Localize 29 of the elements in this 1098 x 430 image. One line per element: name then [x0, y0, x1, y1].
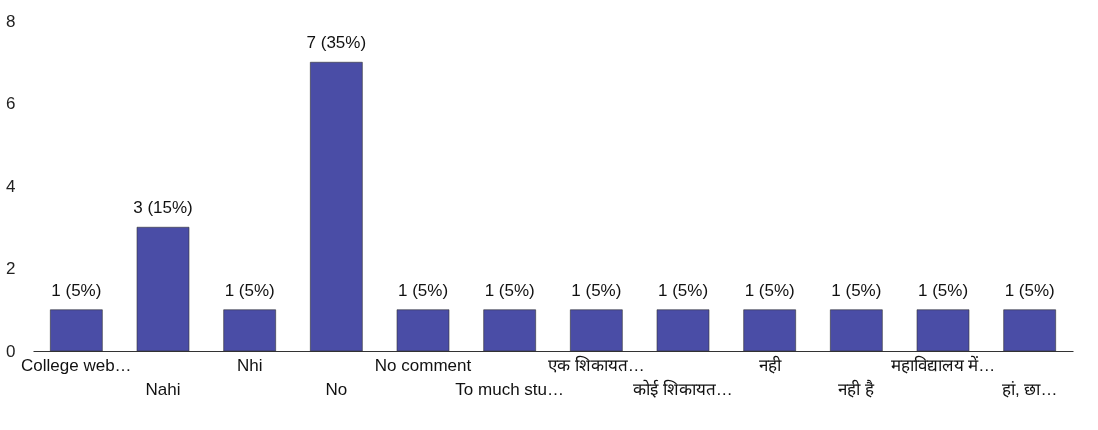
data-label: 1 (5%) — [744, 280, 795, 300]
data-label: 1 (5%) — [397, 280, 449, 300]
x-tick-label: Nahi — [145, 379, 181, 399]
y-tick-label: 2 — [6, 259, 16, 278]
y-tick-label: 8 — [6, 11, 16, 31]
data-label: 1 (5%) — [831, 280, 882, 300]
x-tick-label: No comment — [374, 355, 472, 375]
data-label: 1 (5%) — [51, 280, 102, 300]
x-tick-label: College web… — [21, 355, 132, 375]
x-tick-label: नही है — [838, 378, 876, 399]
x-tick-label: To much stu… — [455, 379, 564, 399]
data-label: 1 (5%) — [917, 280, 969, 300]
y-tick-label: 6 — [6, 94, 16, 113]
data-label: 1 (5%) — [484, 280, 535, 300]
x-tick-label: No — [325, 379, 348, 399]
x-tick-label: एक शिकायत… — [547, 354, 645, 375]
y-tick-label: 4 — [6, 176, 16, 196]
data-label: 3 (15%) — [133, 198, 193, 218]
x-tick-label: कोई शिकायत… — [633, 378, 733, 399]
x-tick-label: हां, छा… — [1001, 379, 1058, 399]
data-label: 1 (5%) — [224, 280, 275, 300]
data-label: 1 (5%) — [1004, 280, 1055, 300]
data-label: 7 (35%) — [306, 33, 367, 53]
x-tick-label: महाविद्यालय में… — [890, 354, 996, 375]
data-label: 1 (5%) — [571, 280, 622, 300]
x-tick-label: नही — [758, 354, 782, 375]
data-label: 1 (5%) — [657, 280, 709, 300]
y-tick-label: 0 — [6, 341, 16, 361]
x-tick-label: Nhi — [236, 355, 263, 375]
